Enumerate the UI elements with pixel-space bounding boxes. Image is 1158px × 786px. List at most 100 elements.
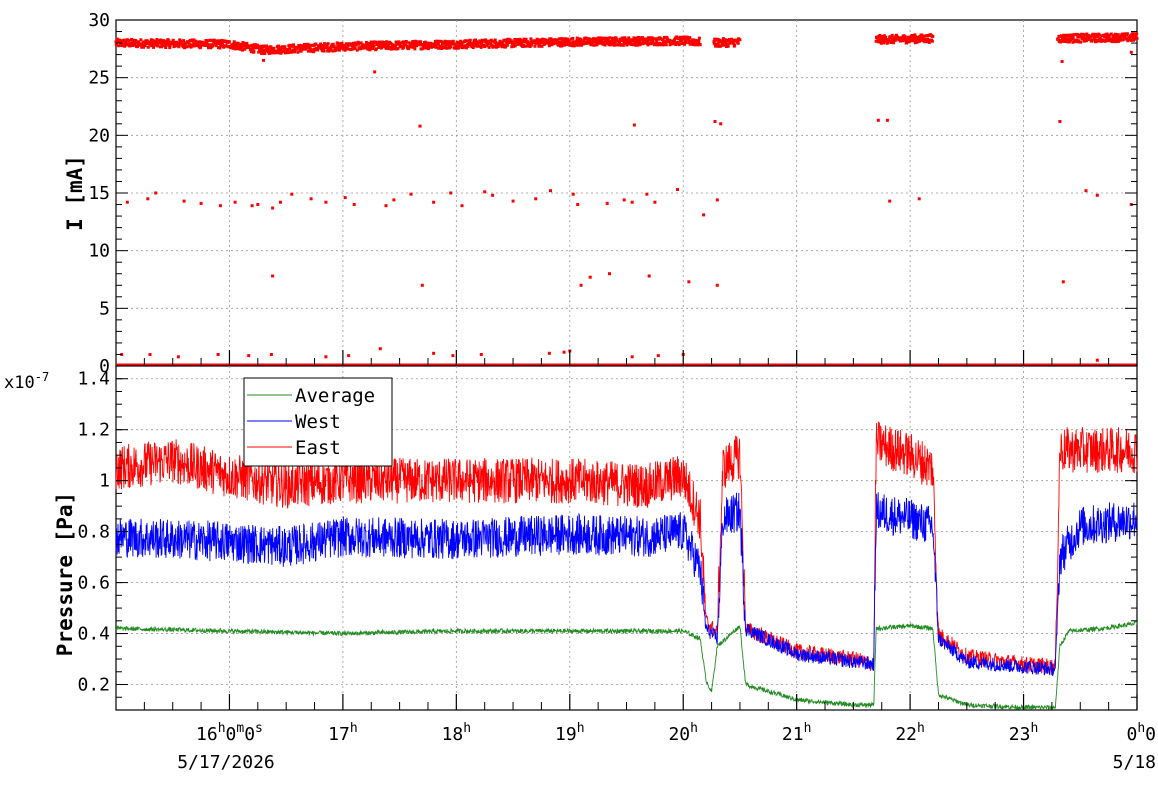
current-point — [1061, 280, 1065, 284]
current-point — [216, 353, 220, 356]
pressure-x-axis: 16h0m0s 17h 18h 19h 20h 21h 22h 23h 0h0 — [143, 694, 1156, 745]
pressure-x-tick-label: 18h — [442, 721, 472, 745]
current-point — [715, 283, 719, 287]
current-point — [146, 197, 150, 201]
current-point — [622, 198, 626, 202]
current-point — [888, 199, 892, 203]
pressure-y-tick-label: 0.6 — [77, 573, 110, 594]
current-point — [309, 197, 313, 201]
current-point — [290, 192, 294, 196]
current-point — [719, 122, 723, 126]
current-point — [549, 189, 552, 193]
current-point — [418, 124, 422, 128]
pressure-x-tick-label: 22h — [895, 721, 925, 745]
pressure-legend: Average West East — [243, 377, 393, 467]
current-point — [576, 203, 580, 206]
current-point — [608, 272, 611, 276]
pressure-x-tick-label: 20h — [668, 721, 698, 745]
legend-label-east: East — [295, 437, 341, 459]
current-main-band — [712, 37, 742, 48]
current-point — [483, 190, 487, 194]
current-point — [1095, 193, 1099, 197]
current-panel: 0 5 10 15 20 25 30 I [mA] — [63, 10, 1139, 377]
pressure-y-tick-label: 1.4 — [77, 369, 110, 390]
pressure-x-tick-label: 17h — [328, 721, 358, 745]
pressure-x-tick-label: 19h — [555, 721, 585, 745]
current-point — [233, 200, 237, 204]
series-line-west — [115, 492, 1138, 677]
pressure-y-axis: 0.2 0.4 0.6 0.8 1 1.2 1.4 — [77, 369, 1137, 711]
current-x-axis-ticks — [143, 350, 1138, 366]
current-main-band — [874, 33, 935, 45]
current-point — [324, 355, 328, 359]
current-point — [199, 201, 203, 205]
current-point — [378, 347, 382, 351]
current-point — [571, 192, 575, 196]
current-point — [562, 350, 566, 354]
current-point — [373, 70, 377, 74]
current-y-tick-label: 15 — [88, 183, 110, 204]
current-point — [630, 200, 634, 204]
current-point — [647, 274, 651, 278]
current-point — [347, 354, 351, 358]
x-date-label-end: 5/18 — [1113, 752, 1156, 773]
current-point — [392, 198, 396, 202]
current-point — [1058, 120, 1062, 123]
current-point — [632, 123, 636, 127]
pressure-x-tick-label: 16h0m0s — [196, 721, 263, 745]
current-point — [420, 283, 424, 287]
current-point — [605, 201, 609, 205]
current-point — [256, 203, 260, 206]
current-point — [432, 351, 436, 355]
current-y-tick-label: 10 — [88, 241, 110, 262]
pressure-y-tick-label: 0.8 — [77, 522, 110, 543]
current-gridlines — [116, 20, 1137, 366]
current-point — [511, 199, 515, 203]
current-point — [479, 353, 483, 356]
current-point — [343, 196, 347, 200]
pressure-y-tick-label: 0.4 — [77, 624, 110, 645]
current-point — [1129, 50, 1133, 54]
current-point — [271, 274, 275, 278]
x-date-label-start: 5/17/2026 — [177, 752, 275, 773]
current-point — [579, 283, 583, 287]
current-point — [324, 200, 328, 204]
current-point — [885, 118, 889, 122]
pressure-y-tick-label: 0.2 — [77, 675, 110, 696]
current-main-band — [1056, 32, 1139, 44]
current-point — [676, 188, 679, 191]
current-point — [384, 204, 388, 208]
current-point — [1095, 358, 1099, 362]
current-point — [176, 355, 180, 359]
current-point — [876, 118, 880, 122]
current-y-axis-label: I [mA] — [63, 155, 87, 231]
current-point — [154, 191, 158, 195]
legend-box — [243, 377, 393, 467]
current-point — [432, 200, 436, 204]
current-point — [269, 353, 273, 356]
current-point — [713, 120, 717, 123]
current-y-tick-label: 20 — [88, 125, 110, 146]
pressure-exponent-label: x10-7 — [4, 370, 49, 393]
current-point — [451, 354, 455, 358]
current-point — [262, 58, 265, 62]
current-point — [250, 204, 254, 208]
current-y-tick-label: 0 — [99, 356, 110, 377]
current-point — [702, 213, 706, 217]
current-point — [645, 192, 649, 196]
pressure-y-tick-label: 1.2 — [77, 420, 110, 441]
pressure-y-tick-label: 1 — [99, 471, 110, 492]
current-point — [588, 275, 592, 279]
pressure-x-tick-label: 21h — [782, 721, 812, 745]
current-point — [279, 200, 282, 204]
legend-label-average: Average — [295, 385, 375, 407]
current-point — [449, 191, 453, 195]
current-point — [687, 280, 691, 284]
current-point — [409, 192, 413, 196]
current-point — [630, 355, 634, 359]
current-point — [125, 200, 129, 204]
pressure-x-tick-label: 0h0 — [1126, 721, 1156, 745]
current-point — [656, 354, 660, 358]
current-point — [247, 354, 251, 358]
